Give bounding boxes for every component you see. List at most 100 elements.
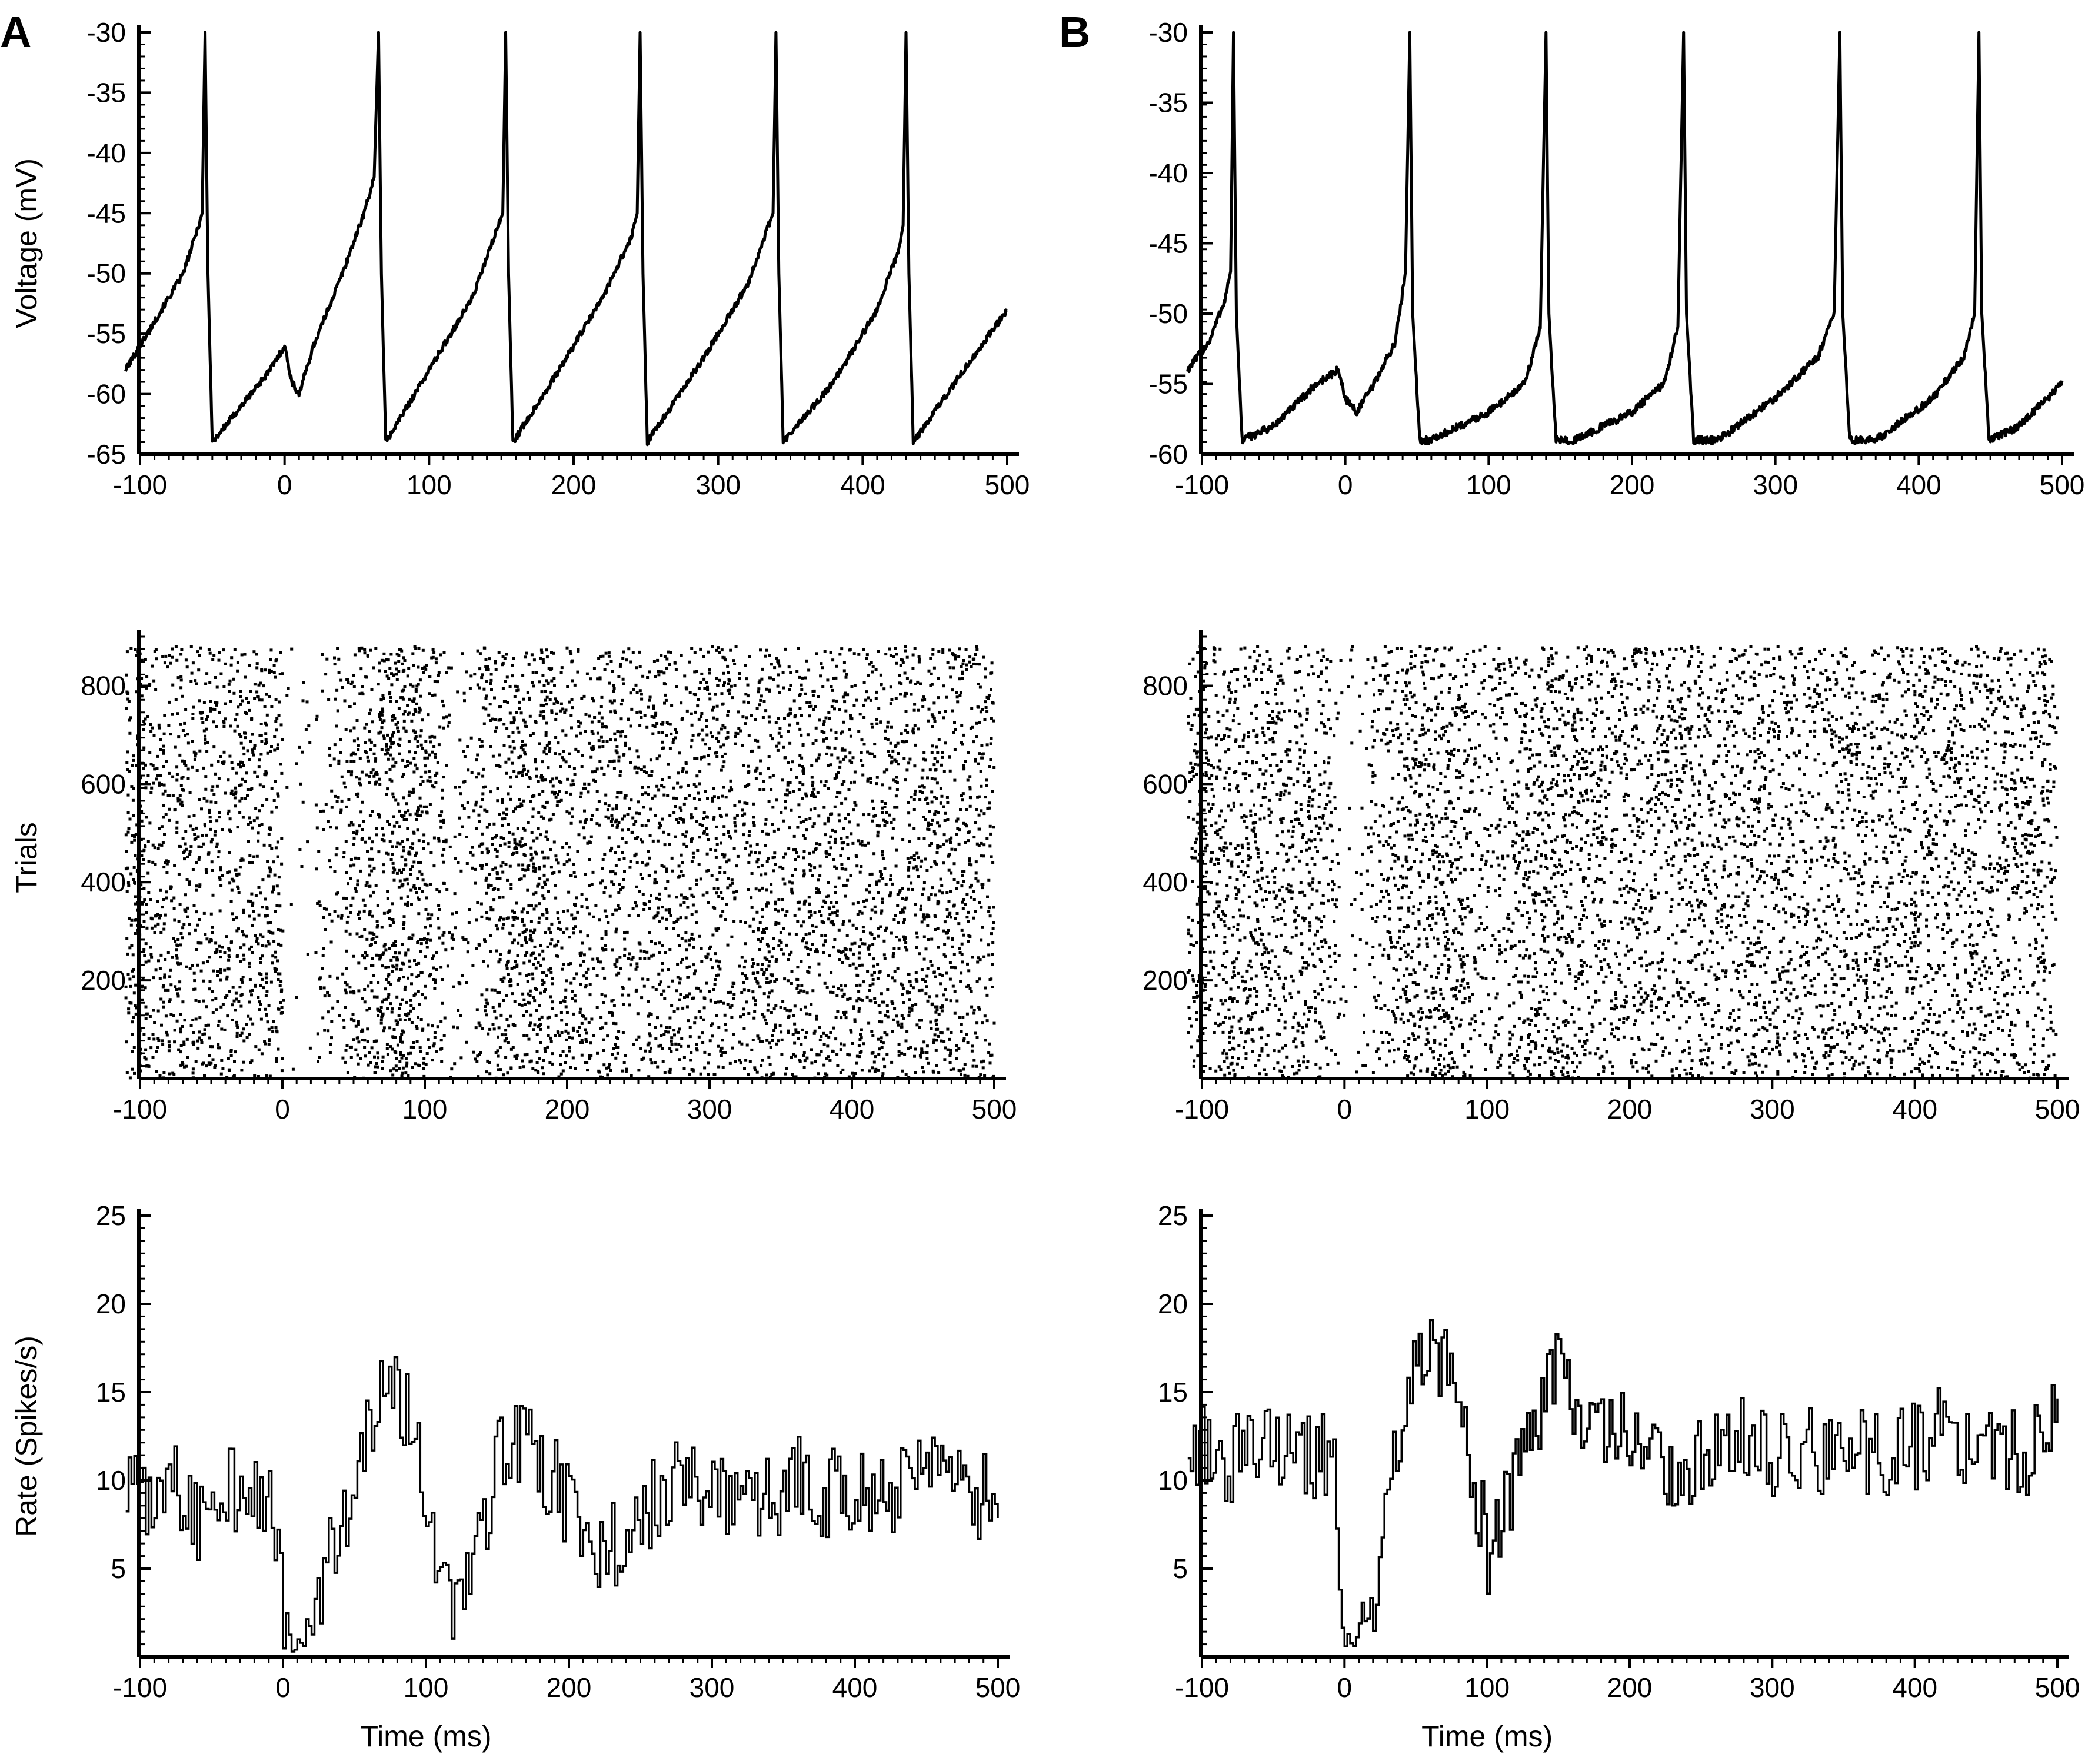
spike-dot <box>204 682 208 685</box>
spike-dot <box>850 1030 853 1034</box>
spike-dot <box>211 1058 215 1061</box>
spike-dot <box>537 921 541 924</box>
spike-dot <box>370 938 374 941</box>
spike-dot <box>549 817 553 821</box>
spike-dot <box>128 817 132 821</box>
spike-dot <box>810 704 813 708</box>
spike-dot <box>722 1001 725 1005</box>
spike-dot <box>333 663 337 666</box>
spike-dot <box>542 710 545 713</box>
spike-dot <box>604 930 608 933</box>
spike-dot <box>404 858 408 862</box>
spike-dot <box>936 900 940 903</box>
spike-dot <box>544 778 547 782</box>
spike-dot <box>538 867 541 871</box>
spike-dot <box>188 923 191 926</box>
spike-dot <box>904 1073 908 1076</box>
spike-dot <box>698 798 701 801</box>
spike-dot <box>640 716 643 719</box>
spike-dot <box>675 1048 679 1051</box>
spike-dot <box>944 998 948 1001</box>
spike-dot <box>771 774 775 777</box>
spike-dot <box>833 865 837 868</box>
spike-dot <box>349 877 352 880</box>
spike-dot <box>663 655 667 658</box>
spike-dot <box>989 742 992 745</box>
spike-dot <box>918 785 921 788</box>
spike-dot <box>790 970 794 973</box>
spike-dot <box>389 696 392 699</box>
spike-dot <box>480 676 484 680</box>
spike-dot <box>843 700 847 704</box>
spike-dot <box>166 951 170 954</box>
spike-dot <box>374 647 378 650</box>
spike-dot <box>587 967 590 971</box>
spike-dot <box>392 1036 395 1039</box>
spike-dot <box>950 966 953 969</box>
spike-dot <box>158 916 161 920</box>
spike-dot <box>451 912 454 916</box>
spike-dot <box>522 907 525 911</box>
spike-dot <box>698 836 701 839</box>
spike-dot <box>614 1056 618 1060</box>
spike-dot <box>829 846 832 850</box>
spike-dot <box>795 670 799 673</box>
spike-dot <box>618 907 621 910</box>
spike-dot <box>394 661 397 665</box>
spike-dot <box>229 1049 233 1052</box>
spike-dot <box>136 901 139 904</box>
spike-dot <box>368 738 372 742</box>
spike-dot <box>387 748 390 751</box>
spike-dot <box>144 1048 148 1051</box>
spike-dot <box>144 763 147 767</box>
spike-dot <box>421 648 425 652</box>
spike-dot <box>394 951 398 955</box>
spike-dot <box>210 788 214 792</box>
spike-dot <box>834 676 838 680</box>
spike-dot <box>265 972 268 976</box>
spike-dot <box>848 759 852 763</box>
spike-dot <box>615 927 618 931</box>
spike-dot <box>964 760 967 763</box>
spike-dot <box>712 716 715 720</box>
spike-dot <box>512 938 516 942</box>
spike-dot <box>231 986 235 989</box>
spike-dot <box>713 983 717 986</box>
spike-dot <box>965 824 968 828</box>
spike-dot <box>562 963 565 966</box>
spike-dot <box>786 979 790 983</box>
spike-dot <box>507 845 511 848</box>
spike-dot <box>551 813 555 816</box>
spike-dot <box>232 879 236 883</box>
spike-dot <box>647 1000 650 1003</box>
spike-dot <box>409 888 413 892</box>
spike-dot <box>188 967 192 970</box>
spike-dot <box>505 963 508 967</box>
spike-dot <box>405 1000 408 1004</box>
spike-dot <box>984 986 987 990</box>
spike-dot <box>327 698 331 701</box>
spike-dot <box>881 897 884 901</box>
spike-dot <box>300 865 304 868</box>
spike-dot <box>418 796 422 800</box>
spike-dot <box>622 878 625 881</box>
spike-dot <box>239 735 243 738</box>
spike-dot <box>489 950 492 953</box>
spike-dot <box>573 773 577 776</box>
spike-dot <box>975 1064 978 1068</box>
spike-dot <box>527 992 530 996</box>
spike-dot <box>224 717 227 721</box>
spike-dot <box>400 1074 404 1078</box>
y-tick-label: 800 <box>81 670 126 701</box>
spike-dot <box>395 678 399 681</box>
spike-dot <box>489 908 493 912</box>
spike-dot <box>512 721 515 724</box>
spike-dot <box>349 1017 353 1021</box>
spike-dot <box>972 890 975 893</box>
spike-dot <box>875 883 878 886</box>
spike-dot <box>357 989 361 993</box>
spike-dot <box>251 924 254 927</box>
spike-dot <box>227 812 229 816</box>
spike-dot <box>970 1005 974 1009</box>
spike-dot <box>388 917 391 920</box>
